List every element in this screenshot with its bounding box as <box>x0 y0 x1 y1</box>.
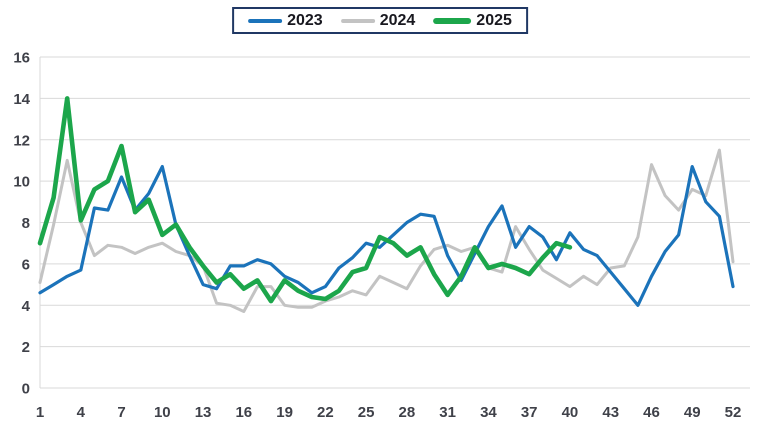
x-axis-label-25: 25 <box>358 404 375 421</box>
legend-label-2023: 2023 <box>287 11 323 29</box>
y-axis-label-2: 2 <box>22 339 30 356</box>
x-axis-label-22: 22 <box>317 404 334 421</box>
y-axis-label-0: 0 <box>22 381 30 398</box>
x-axis-label-4: 4 <box>77 404 86 421</box>
y-axis-label-16: 16 <box>13 50 30 67</box>
x-axis-label-16: 16 <box>235 404 252 421</box>
x-axis-label-7: 7 <box>117 404 125 421</box>
x-axis-label-52: 52 <box>725 404 742 421</box>
y-axis-label-6: 6 <box>22 256 30 273</box>
x-axis-label-37: 37 <box>521 404 538 421</box>
series-line-2023 <box>38 165 735 307</box>
legend-item-2025: 2025 <box>433 12 512 30</box>
legend: 2023 2024 2025 <box>232 7 528 34</box>
legend-swatch-2025 <box>433 17 472 24</box>
x-axis-label-28: 28 <box>399 404 416 421</box>
x-axis-label-40: 40 <box>562 404 579 421</box>
x-axis-label-10: 10 <box>154 404 171 421</box>
x-axis-label-49: 49 <box>684 404 701 421</box>
legend-swatch-2024 <box>340 18 375 23</box>
series-line-2025 <box>37 96 573 304</box>
x-axis-label-46: 46 <box>643 404 660 421</box>
x-axis-label-43: 43 <box>602 404 619 421</box>
x-axis-label-31: 31 <box>439 404 456 421</box>
legend-item-2024: 2024 <box>340 11 416 30</box>
x-axis-label-1: 1 <box>36 404 44 421</box>
legend-label-2024: 2024 <box>379 11 416 29</box>
x-axis-label-34: 34 <box>480 404 497 421</box>
x-axis-label-13: 13 <box>195 404 212 421</box>
y-axis-label-12: 12 <box>13 132 30 149</box>
legend-label-2025: 2025 <box>476 11 512 29</box>
series-line-2024 <box>38 148 735 313</box>
y-axis-label-8: 8 <box>22 215 30 232</box>
x-axis-label-19: 19 <box>276 404 293 421</box>
y-axis-label-10: 10 <box>13 174 30 191</box>
legend-swatch-2023 <box>248 18 283 23</box>
legend-item-2023: 2023 <box>248 12 323 30</box>
y-axis-label-14: 14 <box>13 91 30 108</box>
y-axis-label-4: 4 <box>22 298 31 315</box>
